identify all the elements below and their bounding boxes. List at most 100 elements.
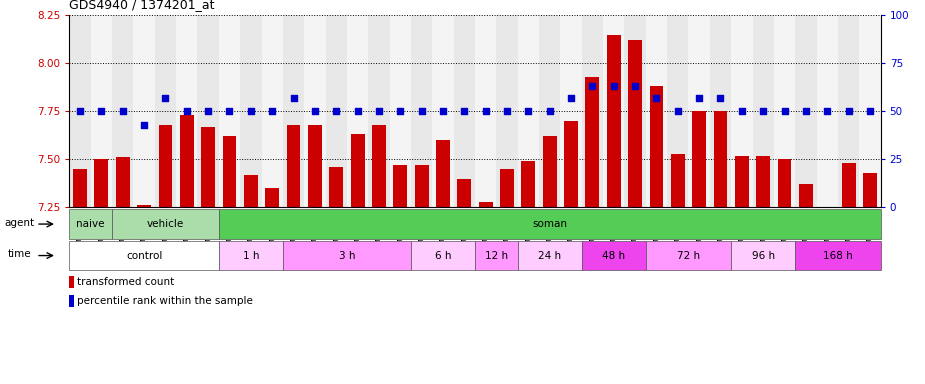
Bar [692,111,706,207]
Point [649,95,664,101]
Bar [389,15,411,207]
Bar [411,15,432,207]
Bar [69,241,219,270]
Bar [799,184,813,207]
Bar [863,173,877,207]
Bar [94,159,108,207]
Point [563,95,578,101]
Point [713,95,728,101]
Bar [176,15,197,207]
Bar [283,241,411,270]
Text: transformed count: transformed count [78,277,175,287]
Bar [539,15,561,207]
Point [692,95,707,101]
Point [862,108,877,114]
Bar [709,15,731,207]
Bar [223,136,237,207]
Text: 48 h: 48 h [602,250,625,261]
Bar [778,159,792,207]
Bar [607,35,621,207]
Bar [179,115,193,207]
Bar [475,15,497,207]
Bar [796,15,817,207]
Point [265,108,279,114]
Text: 1 h: 1 h [242,250,259,261]
Bar [649,86,663,207]
Text: control: control [126,250,162,261]
Bar [582,241,646,270]
Bar [69,295,74,307]
Bar [372,125,386,207]
Point [307,108,322,114]
Bar [133,15,154,207]
Point [328,108,343,114]
Text: 3 h: 3 h [339,250,355,261]
Bar [582,15,603,207]
Point [820,108,834,114]
Point [222,108,237,114]
Point [414,108,429,114]
Text: percentile rank within the sample: percentile rank within the sample [78,296,253,306]
Point [500,108,514,114]
Bar [69,15,91,207]
Bar [137,205,151,207]
Text: agent: agent [5,218,34,228]
Bar [158,125,172,207]
Point [542,108,557,114]
Bar [757,156,771,207]
Bar [475,241,518,270]
Point [628,83,643,89]
Bar [219,209,881,239]
Point [457,108,472,114]
Bar [91,15,112,207]
Bar [244,175,258,207]
Bar [436,140,450,207]
Text: time: time [7,249,31,259]
Bar [393,165,407,207]
Point [436,108,450,114]
Bar [731,15,753,207]
Bar [479,202,493,207]
Bar [202,127,216,207]
Point [286,95,301,101]
Bar [561,15,582,207]
Bar [329,167,343,207]
Bar [414,165,428,207]
Bar [219,15,240,207]
Bar [500,169,514,207]
Bar [734,156,748,207]
Text: 12 h: 12 h [485,250,508,261]
Bar [628,40,642,207]
Point [671,108,685,114]
Bar [646,15,667,207]
Text: GDS4940 / 1374201_at: GDS4940 / 1374201_at [69,0,215,12]
Bar [624,15,646,207]
Bar [838,15,859,207]
Point [607,83,622,89]
Point [756,108,771,114]
Bar [543,136,557,207]
Bar [347,15,368,207]
Text: 24 h: 24 h [538,250,561,261]
Point [94,108,109,114]
Bar [351,134,364,207]
Bar [688,15,709,207]
Bar [112,209,219,239]
Bar [69,276,74,288]
Bar [154,15,176,207]
Text: 72 h: 72 h [677,250,700,261]
Bar [219,241,283,270]
Bar [859,15,881,207]
Bar [842,163,856,207]
Point [841,108,856,114]
Bar [326,15,347,207]
Bar [671,154,684,207]
Bar [69,209,112,239]
Bar [73,169,87,207]
Text: soman: soman [532,219,567,229]
Point [478,108,493,114]
Bar [116,157,130,207]
Point [521,108,536,114]
Bar [453,15,475,207]
Bar [240,15,262,207]
